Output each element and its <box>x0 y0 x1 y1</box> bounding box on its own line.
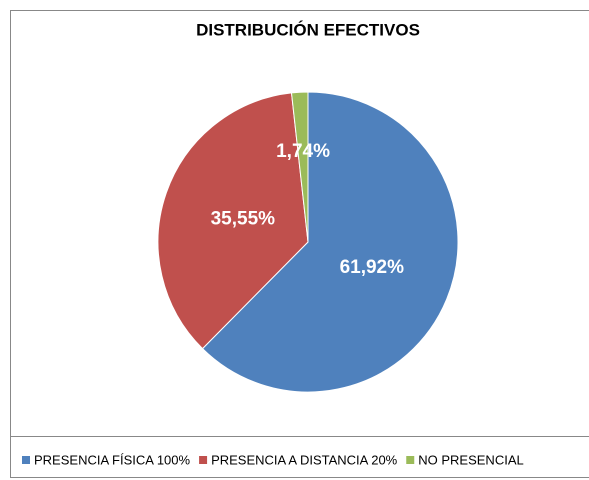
legend-swatch <box>406 456 415 464</box>
legend-label: NO PRESENCIAL <box>418 452 523 467</box>
pie-slice <box>290 91 309 243</box>
pie-slice <box>201 91 459 393</box>
pie-slice <box>157 92 309 350</box>
legend-label: PRESENCIA FÍSICA 100% <box>34 452 191 467</box>
chart-title: DISTRIBUCIÓN EFECTIVOS <box>196 20 420 39</box>
data-label: 61,92% <box>340 257 405 278</box>
legend-swatch <box>199 456 208 464</box>
legend-label: PRESENCIA A DISTANCIA 20% <box>211 452 398 467</box>
data-label: 1,74% <box>276 141 330 162</box>
data-label: 35,55% <box>211 208 276 229</box>
legend-swatch <box>22 456 30 464</box>
